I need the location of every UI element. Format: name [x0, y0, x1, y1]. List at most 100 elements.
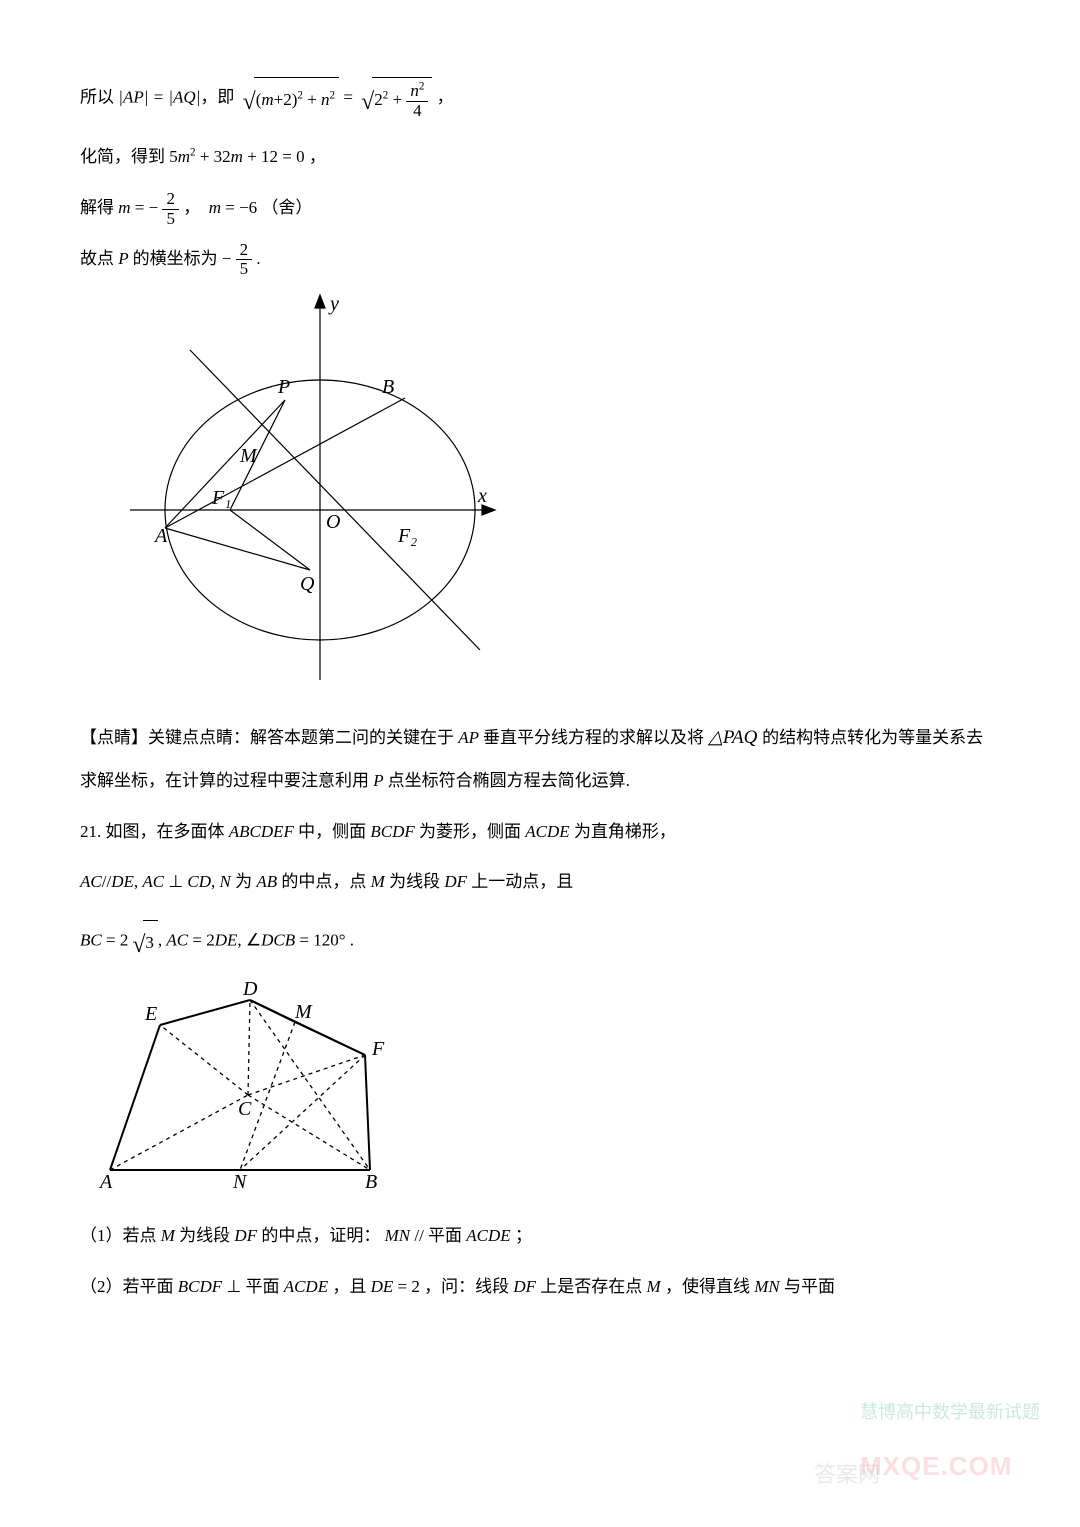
- text: 平面: [245, 1277, 279, 1296]
- text: 解得: [80, 198, 114, 217]
- text: 为直角梯形，: [574, 822, 676, 841]
- P: P: [118, 249, 132, 268]
- O-label: O: [326, 511, 340, 533]
- A-label: A: [153, 525, 168, 547]
- M: M: [161, 1226, 179, 1245]
- text: 上一动点，且: [471, 872, 573, 891]
- text: 与平面: [784, 1277, 835, 1296]
- E-label: E: [144, 1003, 157, 1025]
- polyhedron-diagram: D E M F C A N B: [90, 980, 410, 1190]
- N-label: N: [232, 1171, 248, 1190]
- DF: DF: [513, 1277, 540, 1296]
- P: P: [373, 771, 387, 790]
- para-4: 故点 P 的横坐标为 − 25 .: [80, 239, 1000, 280]
- D-label: D: [242, 980, 258, 1000]
- para-dianjing: 【点睛】关键点点睛：解答本题第二问的关键在于 AP 垂直平分线方程的求解以及将 …: [80, 715, 1000, 801]
- text: 为线段: [389, 872, 440, 891]
- period: .: [256, 249, 260, 268]
- para-3: 解得 m = − 25 ， m = −6 （舍）: [80, 188, 1000, 229]
- frac-2-5b: 25: [236, 241, 253, 279]
- sqrt-right: 22 + n24: [357, 70, 432, 127]
- question-1: （1）若点 M 为线段 DF 的中点，证明： MN // 平面 ACDE ；: [80, 1216, 1000, 1257]
- text: 为: [235, 872, 252, 891]
- text: 中，侧面: [298, 822, 366, 841]
- text: 平面: [428, 1226, 462, 1245]
- BCDF: BCDF: [370, 822, 419, 841]
- text: 【点睛】关键点点睛：解答本题第二问的关键在于: [80, 728, 454, 747]
- text: （2）若平面: [80, 1277, 174, 1296]
- prob-21-line1: 21. 如图，在多面体 ABCDEF 中，侧面 BCDF 为菱形，侧面 ACDE…: [80, 812, 1000, 853]
- M-label: M: [239, 445, 258, 467]
- prob-21-line2: AC//DE, AC ⊥ CD, N 为 AB 的中点，点 M 为线段 DF 上…: [80, 862, 1000, 903]
- text: 21. 如图，在多面体: [80, 822, 225, 841]
- math-ap-eq-aq: |AP| = |AQ|: [118, 87, 200, 106]
- para-2: 化简，得到 5m2 + 32m + 12 = 0 ，: [80, 137, 1000, 178]
- watermark-en: MXQE.COM: [860, 1451, 1012, 1481]
- MN-parallel: MN: [385, 1226, 415, 1245]
- watermark-cn: 慧博高中数学最新试题: [860, 1402, 1040, 1422]
- M-label: M: [294, 1001, 313, 1023]
- DF: DF: [234, 1226, 261, 1245]
- Q-label: Q: [300, 573, 315, 595]
- x-label: x: [477, 485, 487, 507]
- frac-2-5: 25: [162, 190, 179, 228]
- A-label2: A: [98, 1171, 113, 1190]
- BC: BC: [80, 931, 102, 950]
- watermark: 慧博高中数学最新试题 MXQE.COM: [860, 1391, 1040, 1497]
- F1-label: F₁: [211, 487, 231, 509]
- F-label: F: [371, 1038, 385, 1060]
- discard: （舍）: [261, 198, 312, 217]
- y-label: y: [328, 293, 339, 315]
- text: 上是否存在点: [540, 1277, 642, 1296]
- text: ，即: [200, 87, 234, 106]
- text: 点坐标符合椭圆方程去简化运算.: [388, 771, 630, 790]
- tri-PAQ: △PAQ: [708, 727, 762, 748]
- text: ；: [515, 1226, 532, 1245]
- BCDF: BCDF: [178, 1277, 227, 1296]
- ellipse-diagram: y x P B M F₁ O A Q F₂: [130, 290, 510, 690]
- text: （1）若点: [80, 1226, 157, 1245]
- ACDE: ACDE: [466, 1226, 515, 1245]
- text: 垂直平分线方程的求解以及将: [483, 728, 704, 747]
- figure-polyhedron: D E M F C A N B: [90, 980, 1000, 1206]
- B-label: B: [382, 376, 394, 398]
- text: 的中点，证明：: [261, 1226, 380, 1245]
- M: M: [371, 872, 389, 891]
- P-label: P: [277, 376, 290, 398]
- para-1: 所以 |AP| = |AQ|，即 (m+2)2 + n2 = 22 + n24 …: [80, 70, 1000, 127]
- m-eq-2: m: [209, 198, 221, 217]
- F2-label: F₂: [397, 525, 417, 547]
- relations: AC: [80, 872, 102, 891]
- text: 的中点，点: [281, 872, 366, 891]
- comma: ，: [183, 198, 200, 217]
- MN: MN: [754, 1277, 784, 1296]
- M: M: [647, 1277, 665, 1296]
- text: 为菱形，侧面: [419, 822, 521, 841]
- ACDE: ACDE: [525, 822, 574, 841]
- text: ，且: [332, 1277, 366, 1296]
- AP: AP: [458, 728, 483, 747]
- DE-eq-2: DE: [371, 1277, 394, 1296]
- sqrt3: 3: [128, 913, 158, 970]
- text: 所以: [80, 87, 114, 106]
- comma: ，: [309, 147, 326, 166]
- neg: −: [222, 249, 232, 268]
- period: .: [350, 931, 354, 950]
- AB: AB: [256, 872, 281, 891]
- text: 化简，得到: [80, 147, 165, 166]
- text: ，使得直线: [665, 1277, 750, 1296]
- math-quadratic: 5m2 + 32m + 12 = 0: [169, 147, 304, 166]
- sqrt-left: (m+2)2 + n2: [239, 70, 339, 127]
- figure-ellipse: y x P B M F₁ O A Q F₂: [130, 290, 1000, 706]
- DF: DF: [444, 872, 471, 891]
- comma: ，: [437, 87, 454, 106]
- ACDE: ACDE: [284, 1277, 333, 1296]
- ABCDEF: ABCDEF: [229, 822, 298, 841]
- text: ，问：线段: [424, 1277, 509, 1296]
- C-label: C: [238, 1098, 252, 1120]
- question-2: （2）若平面 BCDF ⊥ 平面 ACDE ，且 DE = 2 ，问：线段 DF…: [80, 1267, 1000, 1308]
- text: 的横坐标为: [133, 249, 218, 268]
- text: 为线段: [179, 1226, 230, 1245]
- text: 故点: [80, 249, 114, 268]
- m-eq: m: [118, 198, 130, 217]
